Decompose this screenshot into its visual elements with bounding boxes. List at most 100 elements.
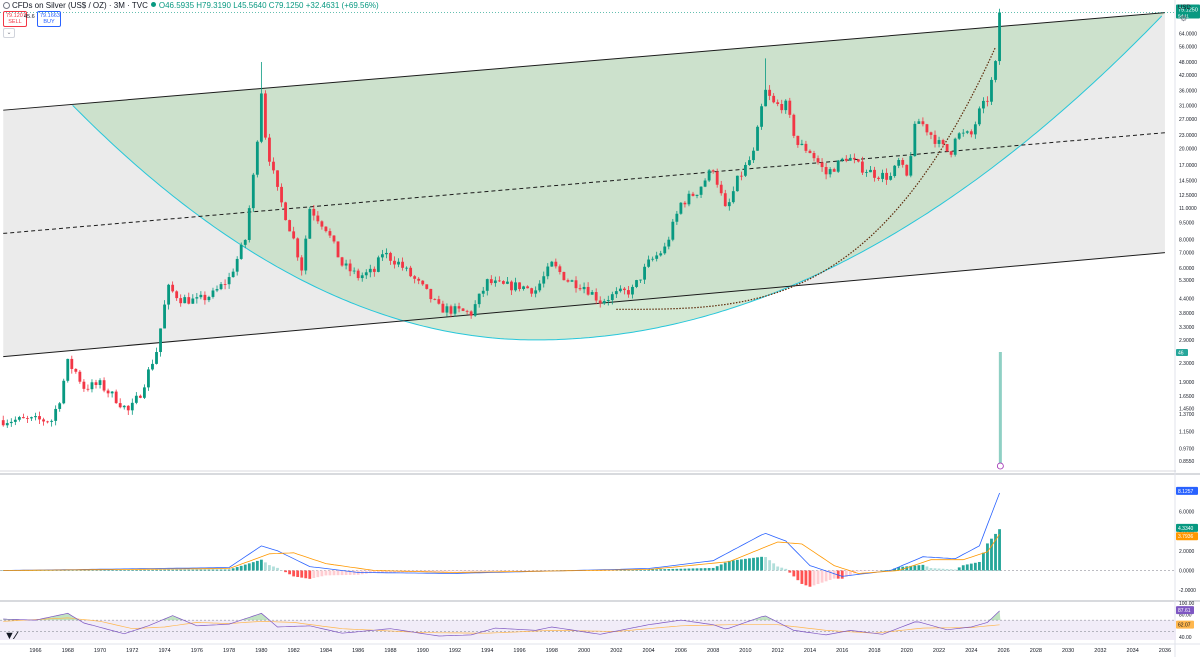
candle-body (627, 290, 630, 295)
candle-body (784, 100, 788, 111)
candle-body (856, 159, 860, 162)
candle-body (272, 161, 275, 171)
candle-body (469, 311, 473, 316)
macd-histogram-bar (723, 562, 727, 571)
macd-histogram-bar (433, 570, 437, 572)
macd-histogram-bar (385, 570, 388, 573)
macd-histogram-bar (142, 569, 146, 571)
candle-body (832, 169, 836, 172)
macd-histogram-bar (175, 569, 179, 571)
rsi-tick-label: 100.00 (1179, 601, 1195, 607)
macd-hist-label: 4.3340 (1178, 526, 1194, 532)
candle-body (707, 170, 711, 181)
current-price-label: 79.1250 (1178, 7, 1198, 13)
cup-fill (72, 12, 1165, 340)
macd-histogram-bar (393, 570, 396, 573)
candle-body (46, 421, 50, 423)
macd-histogram-bar (836, 570, 840, 579)
candle-body (312, 208, 316, 216)
currency-label[interactable]: USD (1178, 5, 1191, 11)
candle-body (812, 153, 816, 159)
candle-body (251, 174, 255, 209)
macd-histogram-bar (840, 570, 844, 579)
candle-body (574, 280, 578, 289)
macd-histogram-bar (203, 569, 207, 571)
time-tick-label: 1982 (288, 648, 300, 654)
time-tick-label: 1984 (320, 648, 332, 654)
macd-histogram-bar (465, 570, 469, 572)
macd-tick-label: 6.0000 (1179, 510, 1195, 516)
price-tick-label: 4.4000 (1179, 297, 1195, 303)
macd-histogram-bar (183, 569, 187, 571)
time-tick-label: 2012 (772, 648, 784, 654)
candle-body (332, 235, 336, 242)
macd-histogram-bar (372, 570, 376, 573)
candle-body (70, 358, 74, 369)
candle-body (501, 281, 505, 284)
macd-tick-label: -2.0000 (1179, 588, 1196, 594)
price-tick-label: 42.0000 (1179, 73, 1197, 79)
time-tick-label: 1966 (29, 648, 41, 654)
sell-button[interactable]: 79.1207 SELL (3, 11, 27, 27)
time-tick-label: 2028 (1030, 648, 1042, 654)
macd-histogram-bar (812, 570, 816, 586)
candle-body (151, 363, 154, 370)
price-tick-label: 36.0000 (1179, 88, 1197, 94)
price-tick-label: 2.3000 (1179, 361, 1195, 367)
collapse-chevron-icon[interactable]: ⌄ (3, 28, 15, 38)
settings-gear-icon[interactable]: ⚙ (1180, 14, 1188, 23)
candle-body (437, 299, 441, 304)
candle-body (147, 369, 150, 388)
price-tick-label: 9.5000 (1179, 220, 1195, 226)
macd-histogram-bar (207, 569, 211, 571)
candle-body (731, 191, 735, 203)
macd-histogram-bar (820, 570, 824, 583)
candle-body (655, 255, 659, 259)
symbol-title[interactable]: CFDs on Silver (US$ / OZ) · 3M · TVC (12, 1, 148, 10)
current-price-tag (1176, 4, 1200, 19)
candle-body (380, 254, 384, 258)
candle-body (897, 159, 901, 166)
candle-body (913, 123, 917, 157)
macd-histogram-bar (977, 561, 981, 571)
candle-body (445, 306, 449, 313)
rsi-ma-tag (1176, 620, 1194, 629)
candle-body (800, 143, 804, 145)
buy-button[interactable]: 79.1663 BUY (37, 11, 61, 27)
candle-body (808, 150, 812, 154)
candle-body (610, 294, 614, 301)
candle-body (239, 244, 243, 259)
candle-body (869, 169, 872, 173)
time-tick-label: 1976 (191, 648, 203, 654)
candle-body (695, 194, 699, 196)
candle-body (17, 417, 21, 420)
time-tick-label: 1988 (384, 648, 396, 654)
candle-body (764, 89, 767, 107)
macd-histogram-bar (752, 557, 755, 571)
candle-body (699, 186, 703, 195)
price-tick-label: 2.9000 (1179, 338, 1195, 344)
macd-histogram-bar (655, 569, 659, 571)
macd-histogram-bar (897, 567, 901, 571)
price-tick-label: 56.0000 (1179, 45, 1197, 51)
macd-histogram-bar (671, 568, 675, 571)
candle-body (114, 391, 118, 404)
candle-body (5, 423, 9, 426)
candle-body (663, 246, 667, 254)
candle-body (360, 275, 364, 279)
candle-body (848, 157, 852, 161)
candle-body (929, 132, 933, 135)
candle-body (477, 293, 481, 305)
candle-body (836, 160, 840, 172)
candle-body (941, 140, 945, 145)
candle-body (893, 165, 897, 177)
candle-body (631, 286, 634, 295)
candle-body (671, 221, 675, 240)
candle-body (969, 131, 973, 135)
candle-body (58, 403, 62, 409)
price-tick-label: 12.5000 (1179, 193, 1197, 199)
candle-body (78, 371, 82, 382)
candle-body (110, 391, 114, 394)
time-tick-label: 2036 (1159, 648, 1171, 654)
